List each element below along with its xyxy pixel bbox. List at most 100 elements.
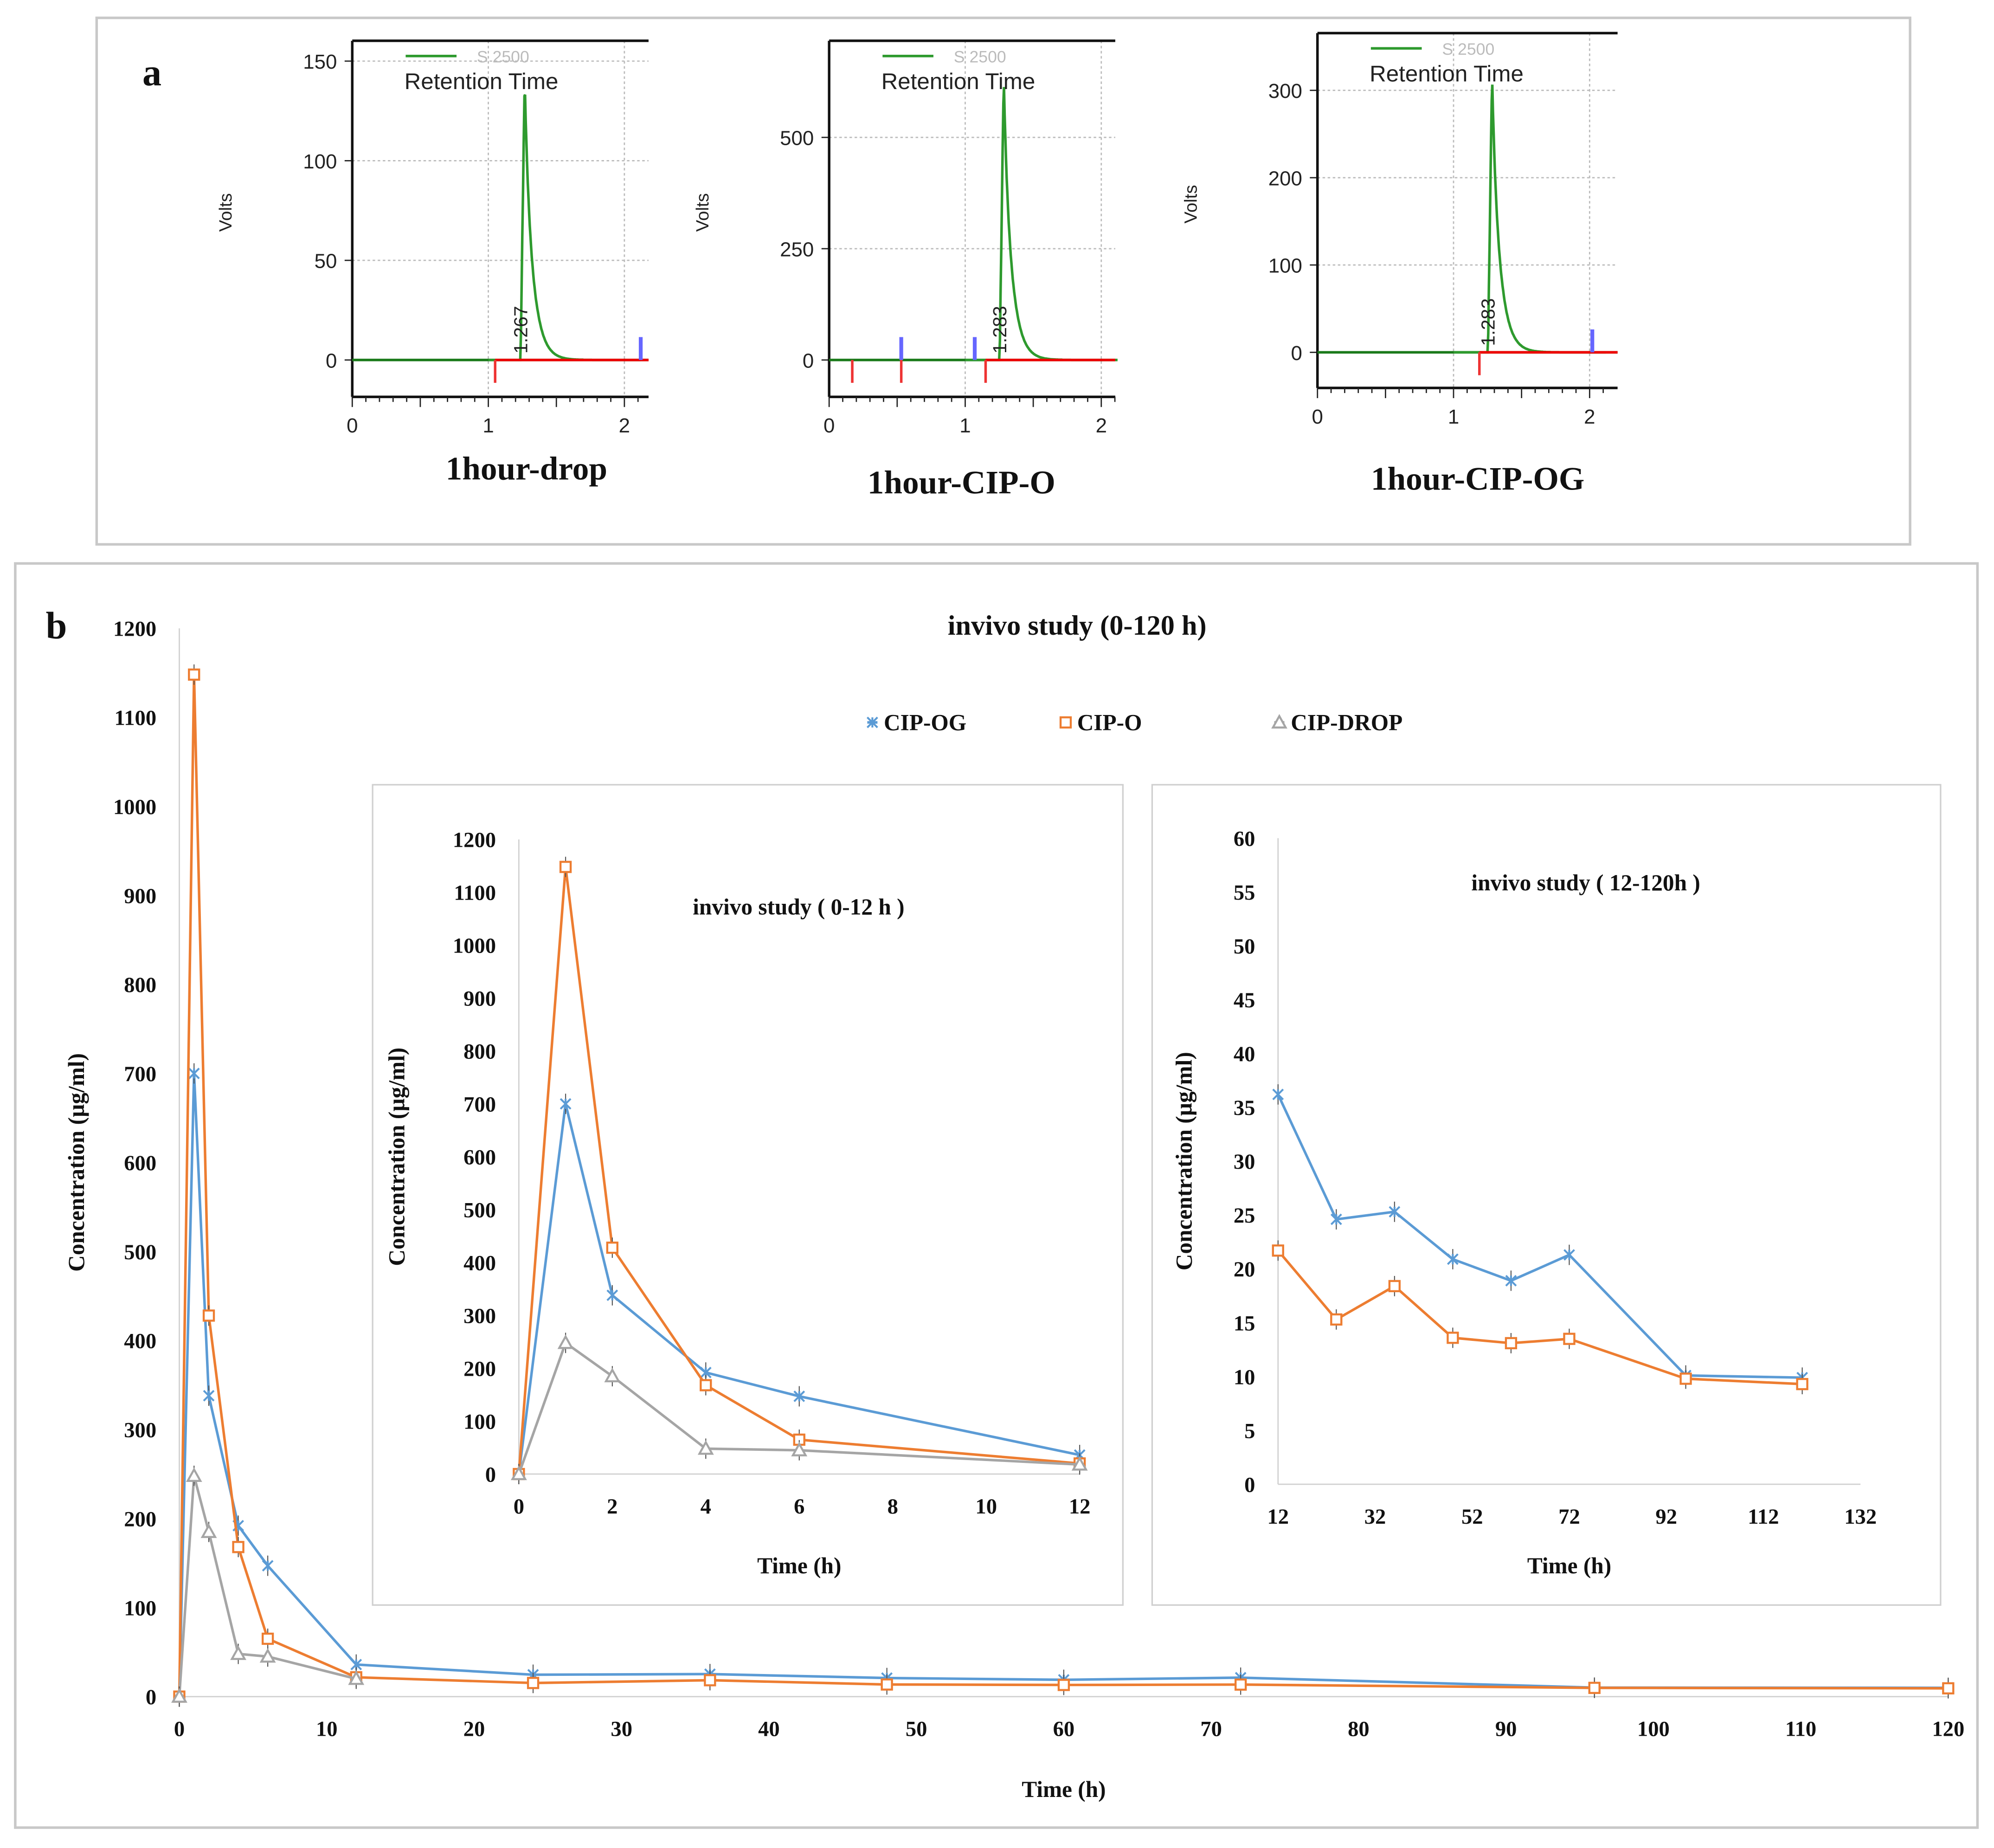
x-tick-label: 0 — [514, 1494, 524, 1519]
y-tick-label: 300 — [463, 1304, 496, 1328]
x-tick-label: 40 — [758, 1717, 780, 1741]
marker-x — [1505, 1275, 1517, 1287]
y-tick-label: 200 — [124, 1507, 156, 1531]
y-tick-label: 1100 — [454, 881, 496, 905]
x-tick-label: 10 — [975, 1494, 997, 1519]
line-chart-b-inset-1: 0100200300400500600700800900100011001200… — [384, 828, 1091, 1578]
y-axis-label: Concentration (µg/ml) — [64, 1053, 89, 1272]
y-tick-label: 50 — [315, 250, 337, 273]
y-tick-label: 150 — [303, 51, 337, 73]
y-axis-label: Volts — [216, 193, 236, 232]
marker-triangle — [186, 1467, 202, 1482]
x-tick-label: 52 — [1461, 1505, 1483, 1529]
y-tick-label: 100 — [303, 150, 337, 173]
x-tick-label: 80 — [1348, 1717, 1370, 1741]
marker-triangle — [557, 1334, 574, 1349]
x-tick-label: 70 — [1200, 1717, 1222, 1741]
marker-triangle — [1271, 714, 1287, 729]
y-tick-label: 100 — [463, 1410, 496, 1434]
y-tick-label: 1000 — [113, 795, 156, 819]
y-axis-label: Concentration (µg/ml) — [1171, 1052, 1196, 1270]
marker-square — [606, 1242, 618, 1254]
marker-square — [1447, 1332, 1459, 1344]
chromatogram-peak — [965, 87, 1118, 361]
y-tick-label: 500 — [124, 1240, 156, 1264]
chart-title: 1hour-drop — [446, 450, 607, 487]
y-tick-label: 25 — [1234, 1204, 1255, 1228]
marker-x — [1272, 1088, 1284, 1101]
marker-square — [1330, 1313, 1343, 1326]
marker-x — [1563, 1249, 1575, 1261]
chart-title: invivo study ( 0-12 h ) — [693, 894, 904, 920]
chart-subtitle: Retention Time — [881, 69, 1036, 94]
marker-square — [188, 668, 200, 681]
x-tick-label: 2 — [1584, 406, 1595, 428]
x-tick-label: 60 — [1053, 1717, 1075, 1741]
marker-square — [1796, 1378, 1808, 1391]
panel-b-frame — [14, 562, 1979, 1829]
marker-triangle — [200, 1523, 217, 1538]
marker-x — [203, 1390, 215, 1402]
x-tick-label: 12 — [1267, 1505, 1289, 1529]
series-line — [517, 1340, 1080, 1475]
series-line — [517, 867, 1080, 1475]
y-tick-label: 1200 — [453, 828, 496, 852]
y-tick-label: 700 — [463, 1093, 496, 1117]
y-tick-label: 0 — [485, 1462, 496, 1487]
marker-square — [559, 861, 572, 873]
line-chart-b-inset-2: 0 5 10 15 20 25 30 35 40 45 50 55 60 12 32 52 72 92 112 132… — [1171, 827, 1877, 1578]
legend-label: S 2500 — [954, 47, 1006, 66]
marker-x — [560, 1098, 572, 1110]
y-tick-label: 600 — [124, 1151, 156, 1175]
marker-triangle — [791, 1442, 808, 1456]
marker-square — [881, 1678, 893, 1691]
marker-square — [700, 1379, 712, 1391]
panel-label-b: b — [46, 605, 67, 647]
x-tick-label: 2 — [1096, 414, 1107, 437]
marker-square — [1679, 1372, 1692, 1385]
y-tick-label: 60 — [1234, 827, 1255, 851]
y-tick-label: 700 — [124, 1062, 156, 1086]
x-tick-label: 90 — [1495, 1717, 1517, 1741]
y-tick-label: 100 — [124, 1596, 156, 1620]
x-tick-label: 20 — [463, 1717, 485, 1741]
series-cip-drop — [510, 1333, 1088, 1484]
y-tick-label: 1100 — [115, 706, 157, 730]
chromatogram-2: 0 250 500 0 1 2 Volts 1.283 S 2500 Retention Time… — [693, 39, 1118, 501]
marker-triangle — [171, 1688, 187, 1703]
marker-x — [866, 716, 878, 728]
x-tick-label: 12 — [1069, 1494, 1091, 1519]
y-tick-label: 45 — [1234, 988, 1255, 1012]
x-tick-label: 110 — [1785, 1717, 1816, 1741]
y-tick-label: 400 — [463, 1251, 496, 1275]
chart-title: invivo study ( 12-120h ) — [1471, 870, 1700, 895]
y-tick-label: 10 — [1234, 1365, 1255, 1389]
series-line — [517, 1103, 1080, 1475]
marker-square — [527, 1677, 540, 1689]
y-tick-label: 1200 — [113, 617, 156, 641]
y-tick-label: 300 — [124, 1418, 156, 1442]
y-tick-label: 600 — [463, 1146, 496, 1170]
marker-triangle — [697, 1440, 714, 1455]
x-tick-label: 72 — [1558, 1505, 1580, 1529]
chart-subtitle: Retention Time — [1370, 61, 1524, 87]
chromatogram-peak — [1454, 84, 1606, 354]
marker-square — [1235, 1678, 1247, 1691]
x-tick-label: 132 — [1844, 1505, 1877, 1529]
x-tick-label: 92 — [1655, 1505, 1677, 1529]
x-tick-label: 10 — [316, 1717, 338, 1741]
marker-square — [1588, 1681, 1601, 1694]
marker-square — [232, 1541, 244, 1553]
y-tick-label: 200 — [1268, 167, 1302, 190]
x-tick-label: 112 — [1748, 1505, 1779, 1529]
y-axis-label: Concentration (µg/ml) — [384, 1048, 410, 1266]
y-tick-label: 20 — [1234, 1257, 1255, 1281]
x-tick-label: 0 — [1312, 406, 1323, 428]
chart-title: 1hour-CIP-O — [868, 464, 1055, 501]
marker-x — [1447, 1253, 1459, 1265]
marker-square — [261, 1632, 274, 1645]
inset-1-frame — [372, 784, 1124, 1606]
y-tick-label: 800 — [124, 973, 156, 997]
marker-x — [262, 1560, 274, 1572]
marker-square — [1942, 1682, 1955, 1695]
